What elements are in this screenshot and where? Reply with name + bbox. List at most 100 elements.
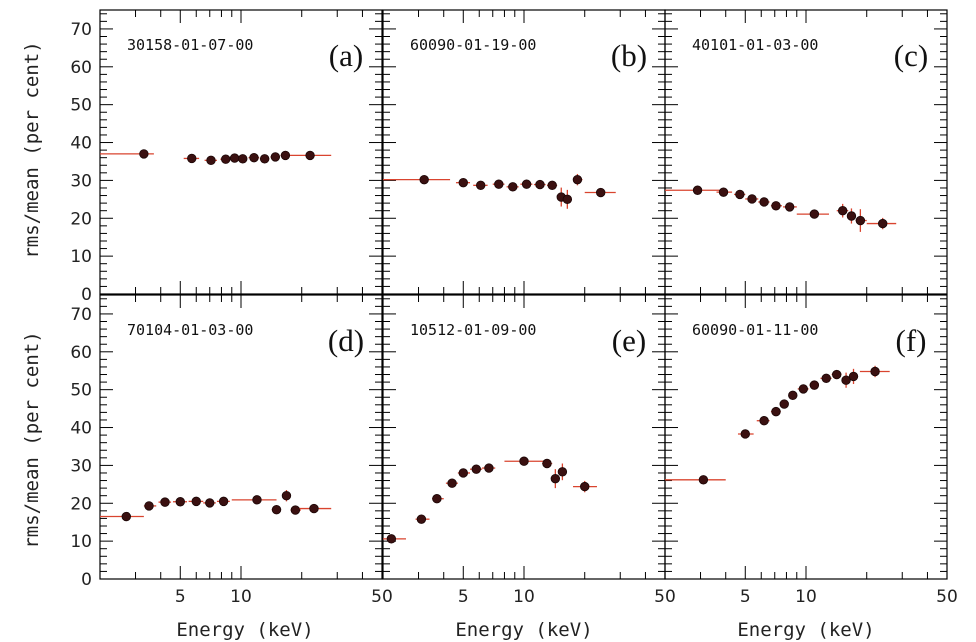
panel-b-point bbox=[458, 177, 468, 188]
panel-e-label: 10512-01-09-00 bbox=[410, 321, 536, 339]
panel-c-point bbox=[855, 215, 866, 226]
panel-b-point bbox=[521, 179, 532, 189]
panel-f-label: 60090-01-11-00 bbox=[692, 321, 818, 339]
panel-e-point bbox=[550, 473, 561, 484]
panel-c-point bbox=[837, 205, 848, 216]
panel-c-tag: (c) bbox=[894, 38, 928, 73]
panel-f-point bbox=[788, 390, 798, 401]
panel-a-point bbox=[238, 154, 248, 164]
panel-a-point bbox=[206, 155, 216, 166]
panel-b-point bbox=[572, 174, 583, 185]
panel-d-point bbox=[271, 505, 282, 515]
panel-c-point bbox=[759, 197, 769, 207]
panel-b-point bbox=[419, 174, 429, 185]
panel-d-point bbox=[205, 498, 215, 508]
panel-d-label: 70104-01-03-00 bbox=[127, 321, 253, 339]
panel-b-point bbox=[494, 179, 504, 189]
panel-a-ytick-label: 0 bbox=[81, 285, 92, 305]
panel-d-point bbox=[121, 511, 131, 522]
panel-d-xtick-label: 10 bbox=[230, 587, 252, 607]
panel-c-point bbox=[735, 189, 745, 200]
panel-a-point bbox=[280, 150, 291, 161]
y-axis-title-top: rms/mean (per cent) bbox=[21, 41, 43, 258]
panel-a-point bbox=[139, 149, 149, 159]
panel-c-point bbox=[747, 194, 757, 204]
panel-d-point bbox=[218, 496, 229, 507]
panel-d-ytick-label: 70 bbox=[70, 305, 92, 325]
panel-b-point bbox=[535, 179, 545, 190]
panel-c-point bbox=[771, 201, 781, 211]
panel-d-point bbox=[144, 501, 154, 511]
panel-d-point bbox=[281, 490, 292, 501]
panel-b: 60090-01-19-00 (b) bbox=[382, 9, 666, 295]
panel-e-point bbox=[471, 464, 481, 474]
panel-f-point bbox=[771, 406, 781, 417]
panel-e-point bbox=[542, 458, 552, 469]
panel-e-xtick-label: 5 bbox=[458, 587, 469, 607]
panel-f-point bbox=[870, 366, 880, 377]
panel-e-point bbox=[519, 456, 529, 466]
panel-a-ytick-label: 50 bbox=[70, 96, 92, 116]
panel-a-point bbox=[305, 150, 315, 161]
panel-e-point bbox=[432, 494, 442, 504]
panel-e-point bbox=[416, 514, 427, 524]
panel-a-ytick-label: 40 bbox=[70, 134, 92, 154]
panel-c-point bbox=[784, 202, 795, 212]
panel-d-point bbox=[309, 503, 319, 514]
panel-d-point bbox=[191, 496, 201, 507]
panel-a-point bbox=[259, 154, 270, 164]
panel-f: 5 10 50 60090-01-11-00 (f) bbox=[664, 294, 958, 607]
panel-f-point bbox=[821, 373, 831, 384]
x-axis-title-middle: Energy (keV) bbox=[455, 619, 592, 641]
panel-d-ytick-label: 20 bbox=[70, 494, 92, 514]
panel-a-point bbox=[187, 153, 197, 164]
panel-d-ytick-label: 0 bbox=[81, 570, 92, 590]
panel-f-xtick-label: 50 bbox=[936, 587, 958, 607]
panel-f-point bbox=[798, 384, 809, 394]
panel-f-point bbox=[848, 371, 859, 382]
panel-f-point bbox=[779, 399, 789, 409]
panel-e-xtick-label: 50 bbox=[654, 587, 676, 607]
panel-a-label: 30158-01-07-00 bbox=[127, 36, 253, 54]
panel-d-point bbox=[160, 497, 170, 507]
panel-a-point bbox=[249, 152, 259, 163]
panel-c-point bbox=[877, 218, 888, 229]
panel-f-tag: (f) bbox=[896, 323, 927, 358]
panel-e-tag: (e) bbox=[612, 323, 646, 358]
panel-a-tag: (a) bbox=[329, 38, 363, 73]
panel-d-ytick-label: 60 bbox=[70, 343, 92, 363]
panel-c-point bbox=[718, 187, 729, 197]
panel-b-point bbox=[562, 194, 573, 205]
panel-d-ytick-label: 10 bbox=[70, 532, 92, 552]
panel-a-point bbox=[221, 154, 231, 164]
panel-d-point bbox=[175, 497, 185, 507]
panel-b-point bbox=[475, 180, 486, 191]
panel-a-ytick-label: 60 bbox=[70, 58, 92, 78]
panel-c-point bbox=[692, 185, 703, 195]
panel-f-point bbox=[841, 375, 851, 385]
panel-e-point bbox=[386, 534, 397, 544]
panel-d-point bbox=[252, 495, 262, 505]
x-axis-title-left: Energy (keV) bbox=[176, 619, 313, 641]
panel-f-point bbox=[759, 416, 769, 426]
panel-e-point bbox=[447, 478, 457, 488]
panel-a: 0 10 20 30 40 50 60 70 30158-01-07-00 (a) bbox=[70, 9, 383, 305]
panel-f-xtick-label: 10 bbox=[795, 587, 817, 607]
panel-f-point bbox=[832, 369, 842, 380]
panel-d-ytick-label: 40 bbox=[70, 419, 92, 439]
panel-e-point bbox=[484, 463, 494, 473]
panel-e-point bbox=[458, 468, 468, 478]
panel-b-tag: (b) bbox=[611, 38, 647, 73]
panel-d-point bbox=[290, 505, 301, 515]
panel-d-ytick-label: 50 bbox=[70, 381, 92, 401]
y-axis-title-bottom: rms/mean (per cent) bbox=[21, 331, 43, 548]
panel-e-point bbox=[580, 481, 590, 492]
panel-b-label: 60090-01-19-00 bbox=[410, 36, 536, 54]
panel-c-point bbox=[846, 211, 857, 221]
panel-b-point bbox=[508, 182, 518, 192]
panel-f-point bbox=[698, 475, 709, 485]
panel-e: 5 10 50 10512-01-09-00 (e) bbox=[382, 294, 676, 607]
x-axis-title-right: Energy (keV) bbox=[737, 619, 874, 641]
